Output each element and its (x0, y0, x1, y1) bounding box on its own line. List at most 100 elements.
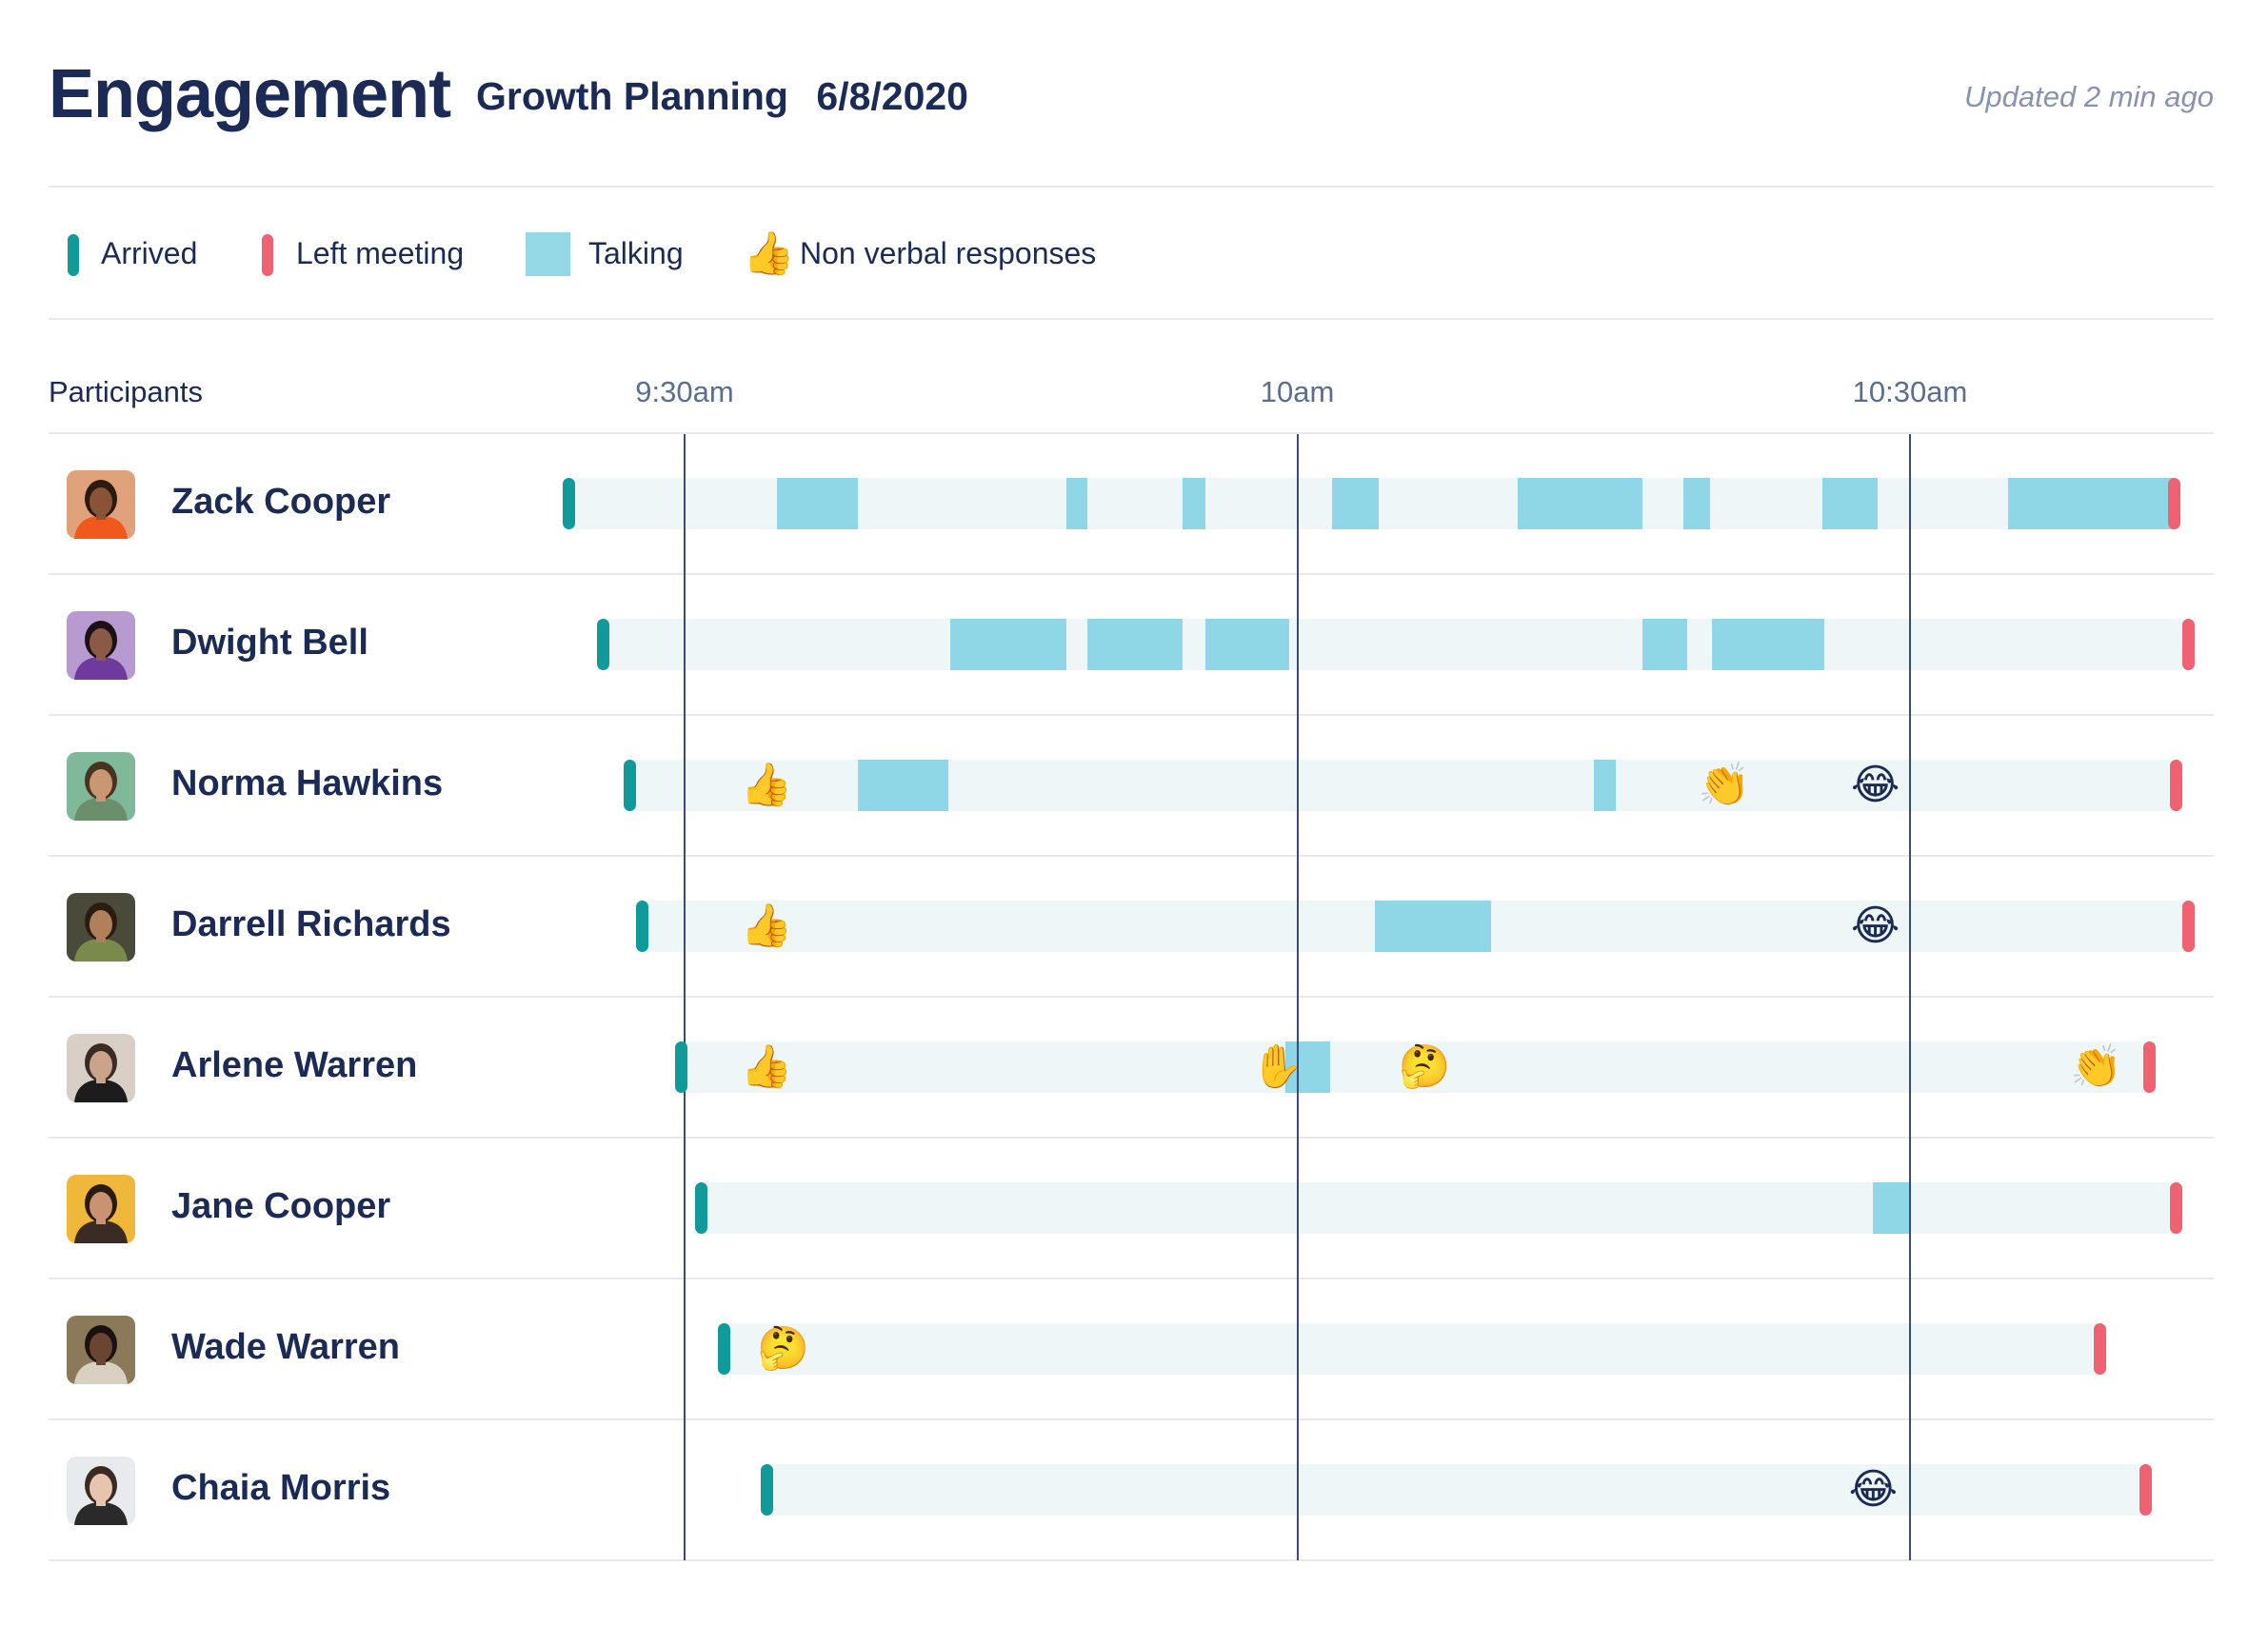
thinking-face-icon: 🤔 (1398, 1043, 1451, 1090)
time-tick-label: 9:30am (635, 375, 734, 408)
talking-segment (1183, 478, 1205, 529)
left-meeting-marker (2094, 1323, 2107, 1375)
talking-segment (1066, 478, 1087, 529)
left-meeting-marker (2142, 1041, 2156, 1093)
talking-segment (1375, 901, 1492, 952)
talking-segment (1518, 478, 1642, 529)
row-divider (49, 714, 2214, 716)
participant-row: Zack Cooper (49, 434, 2214, 575)
talking-segment (1284, 1041, 1330, 1093)
arrived-marker (635, 901, 648, 952)
participant-row: Chaia Morris 😂 (49, 1420, 2214, 1561)
participant-row: Jane Cooper (49, 1139, 2214, 1279)
participants-header: Participants (49, 375, 203, 408)
participant-name: Chaia Morris (171, 1468, 391, 1508)
talking-swatch-icon (526, 232, 570, 276)
legend-left-label: Left meeting (296, 236, 465, 270)
meeting-name: Growth Planning (476, 74, 788, 118)
talking-segment (949, 619, 1067, 670)
left-meeting-marker (2181, 619, 2195, 670)
participant-name: Darrell Richards (171, 904, 451, 944)
divider (49, 432, 2214, 434)
attendance-track (701, 1182, 2176, 1234)
avatar (67, 470, 135, 539)
arrived-marker (562, 478, 575, 529)
time-tick-label: 10:30am (1852, 375, 1968, 408)
left-meeting-marker (2181, 901, 2195, 952)
thumbs-up-icon: 👍 (740, 762, 793, 808)
arrived-marker-icon (68, 234, 79, 276)
talking-segment (1821, 478, 1878, 529)
talking-segment (776, 478, 859, 529)
legend-talking-label: Talking (588, 236, 684, 270)
laughing-tears-icon: 😂 (1850, 902, 1900, 949)
thinking-face-icon: 🤔 (756, 1325, 809, 1372)
row-divider (49, 1559, 2214, 1561)
meeting-date: 6/8/2020 (816, 74, 968, 118)
time-gridline (1909, 434, 1911, 1560)
page-title: Engagement (49, 56, 451, 132)
talking-segment (1331, 478, 1380, 529)
participant-name: Arlene Warren (171, 1045, 418, 1085)
row-divider (49, 996, 2214, 998)
avatar (67, 752, 135, 821)
left-marker-icon (262, 234, 273, 276)
left-meeting-marker (2169, 760, 2182, 811)
updated-timestamp: Updated 2 min ago (1964, 80, 2214, 113)
left-meeting-marker (2169, 1182, 2182, 1234)
arrived-marker (717, 1323, 730, 1375)
participant-name: Wade Warren (171, 1327, 401, 1367)
avatar (67, 611, 135, 680)
row-divider (49, 1418, 2214, 1420)
legend-arrived-label: Arrived (101, 236, 198, 270)
clapping-hands-icon: 👏 (2070, 1043, 2122, 1090)
arrived-marker (760, 1464, 773, 1516)
left-meeting-marker (2139, 1464, 2152, 1516)
divider (49, 318, 2214, 320)
laughing-tears-icon: 😂 (1850, 762, 1900, 808)
attendance-track (723, 1323, 2100, 1375)
attendance-track (603, 619, 2188, 670)
row-divider (49, 1278, 2214, 1279)
talking-segment (1204, 619, 1289, 670)
time-tick-label: 10am (1260, 375, 1335, 408)
talking-segment (858, 760, 948, 811)
time-gridline (684, 434, 686, 1560)
meeting-info: Growth Planning 6/8/2020 (476, 74, 968, 119)
talking-segment (1086, 619, 1184, 670)
participant-name: Norma Hawkins (171, 763, 444, 803)
row-divider (49, 573, 2214, 575)
talking-segment (1593, 760, 1617, 811)
talking-segment (2007, 478, 2174, 529)
avatar (67, 1457, 135, 1525)
clapping-hands-icon: 👏 (1698, 762, 1751, 808)
participant-name: Zack Cooper (171, 482, 391, 522)
talking-segment (1642, 619, 1688, 670)
talking-segment (1711, 619, 1824, 670)
divider (49, 186, 2214, 188)
participant-row: Dwight Bell (49, 575, 2214, 716)
time-gridline (1296, 434, 1299, 1560)
arrived-marker (674, 1041, 687, 1093)
talking-segment (1682, 478, 1710, 529)
avatar (67, 1034, 135, 1102)
arrived-marker (597, 619, 610, 670)
avatar (67, 1175, 135, 1243)
participant-row: Norma Hawkins 👍 👏 😂 (49, 716, 2214, 857)
avatar (67, 893, 135, 962)
avatar (67, 1316, 135, 1384)
attendance-track (680, 1041, 2149, 1093)
row-divider (49, 855, 2214, 857)
talking-segment (1873, 1182, 1910, 1234)
left-meeting-marker (2167, 478, 2180, 529)
participant-name: Dwight Bell (171, 623, 368, 663)
participant-row: Darrell Richards 👍 😂 (49, 857, 2214, 998)
row-divider (49, 1137, 2214, 1139)
legend-nonverbal-label: Non verbal responses (800, 236, 1097, 270)
raised-hand-icon: ✋ (1251, 1043, 1303, 1090)
participant-row: Arlene Warren 👍 ✋ 🤔 👏 (49, 998, 2214, 1139)
laughing-tears-icon: 😂 (1848, 1466, 1899, 1513)
thumbs-up-icon: 👍 (743, 230, 795, 277)
arrived-marker (624, 760, 637, 811)
